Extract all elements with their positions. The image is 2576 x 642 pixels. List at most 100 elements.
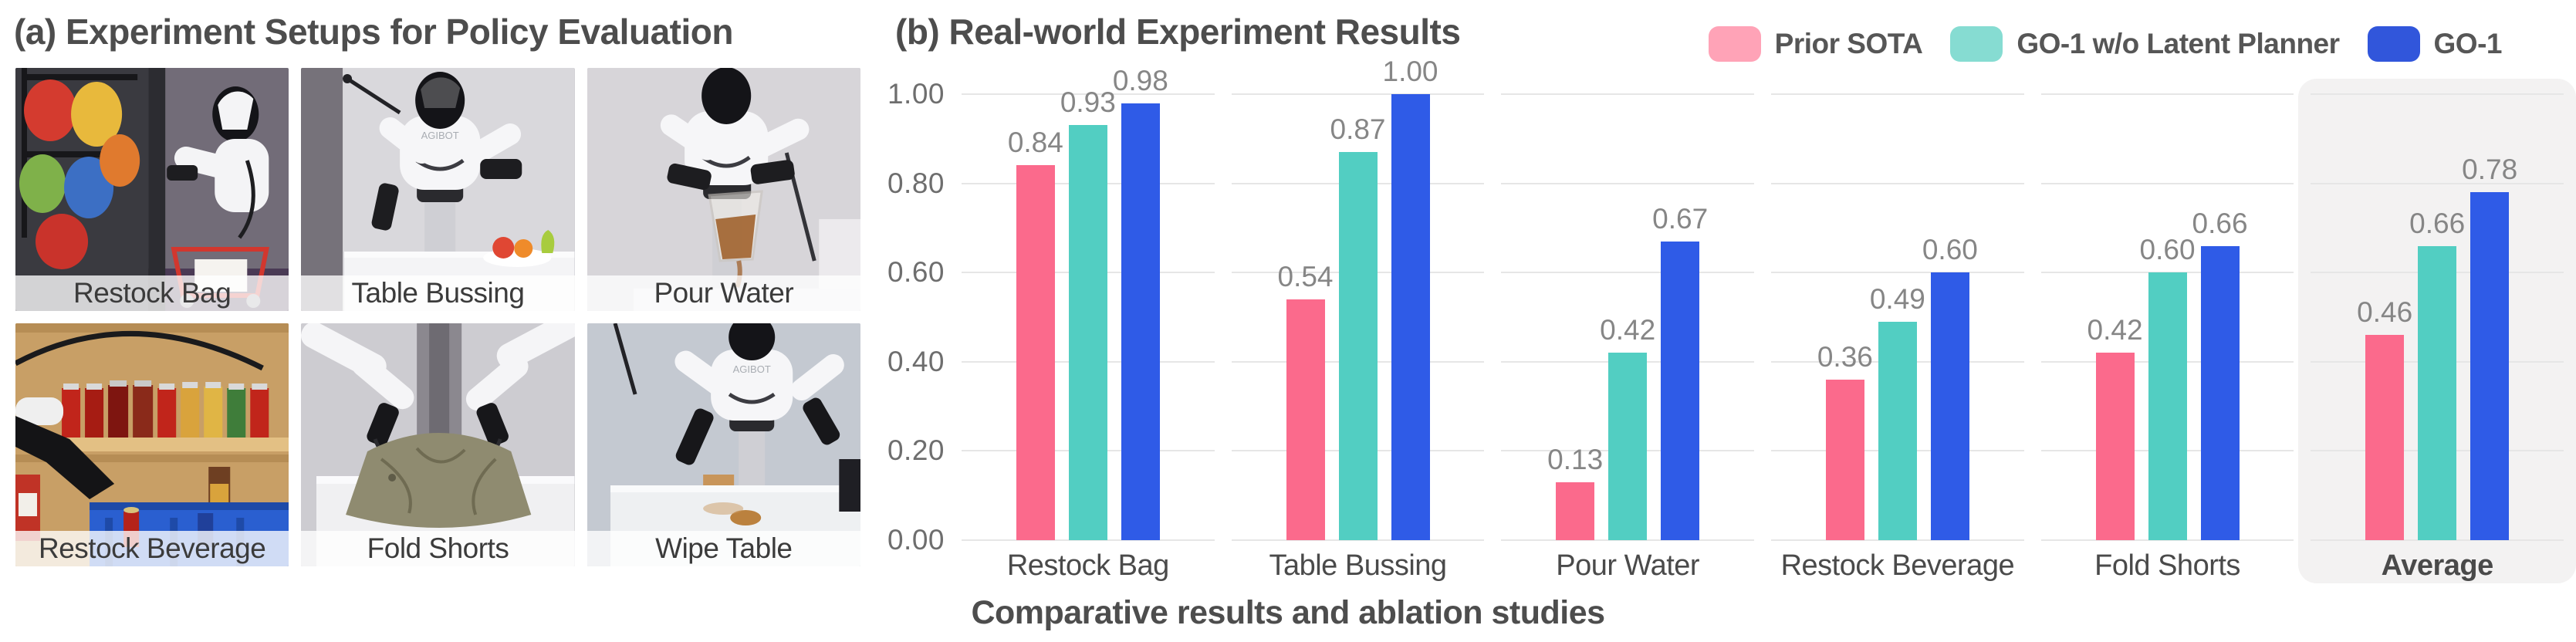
bar-go-1: 0.66 [2192,208,2248,540]
bar-value-label: 0.49 [1869,282,1925,315]
facet-table-bussing: 0.54 0.87 1.00 Table Bussing [1231,56,1485,582]
photo-fold-shorts: Fold Shorts [301,323,575,566]
bar-value-label: 0.46 [2357,296,2413,329]
figure-caption: Comparative results and ablation studies [971,594,1605,631]
bar-prior-sota: 0.46 [2357,296,2412,540]
photo-caption: Fold Shorts [301,531,575,566]
y-tick-label: 0.60 [887,256,945,289]
wipe-table-photo-illustration: AGIBOT [587,323,860,566]
pour-water-photo-illustration [587,68,860,311]
bar-go-1-w-o-latent-planner: 0.60 [2140,234,2196,540]
bar-value-label: 0.42 [2087,314,2143,346]
bar-value-label: 0.87 [1330,113,1386,146]
photo-caption: Wipe Table [587,531,860,566]
bar-go-1: 0.60 [1922,234,1978,540]
photo-pour-water: Pour Water [587,68,860,311]
bar-prior-sota: 0.54 [1277,261,1334,540]
y-tick-label: 0.20 [887,434,945,467]
fold-shorts-photo-illustration [301,323,575,566]
photo-restock-bag: Restock Bag [15,68,289,311]
gridline [2311,93,2564,95]
photo-restock-beverage: Restock Beverage [15,323,289,566]
gridline [1501,93,1755,95]
bar-value-label: 0.93 [1060,86,1116,119]
bar-group: 0.36 0.49 0.60 [1771,234,2024,540]
bar-go-1-w-o-latent-planner: 0.93 [1060,86,1116,540]
bar-value-label: 1.00 [1382,56,1438,87]
facet-average: 0.46 0.66 0.78 Average [2298,79,2576,583]
y-tick-label: 1.00 [887,78,945,110]
category-label: Restock Beverage [1780,549,2015,582]
bar-value-label: 0.60 [1922,234,1978,266]
legend-label: Prior SOTA [1774,28,1923,59]
bar-value-label: 0.78 [2462,154,2518,186]
bar-group: 0.13 0.42 0.67 [1501,203,1754,540]
gridline [2311,539,2564,541]
bar-value-label: 0.42 [1600,314,1656,346]
bar-go-1-w-o-latent-planner: 0.49 [1870,283,1925,540]
gridline [2040,182,2294,184]
category-label: Table Bussing [1269,549,1447,582]
photo-caption: Table Bussing [301,275,575,311]
gridline [1501,182,1755,184]
legend-item-go1-wo-latent-planner: GO-1 w/o Latent Planner [1950,26,2340,62]
gridline [2040,93,2294,95]
bar-go-1: 1.00 [1382,56,1438,540]
y-axis-tick-labels: 1.00 0.80 0.60 0.40 0.20 0.00 [849,78,945,556]
photo-caption: Restock Bag [15,275,289,311]
bar-prior-sota: 0.84 [1008,127,1063,540]
legend-swatch-pink [1708,26,1761,62]
bar-group: 0.84 0.93 0.98 [962,65,1215,540]
gridline [1771,182,2024,184]
bar-go-1-w-o-latent-planner: 0.87 [1330,113,1386,540]
bar-go-1: 0.98 [1113,65,1168,540]
gridline [1501,539,1755,541]
experiment-photo-grid: Restock Bag AGIBOT [15,68,860,566]
gridline [1231,93,1485,95]
bar-value-label: 0.66 [2409,207,2466,239]
bar-value-label: 0.13 [1547,443,1604,475]
legend-item-prior-sota: Prior SOTA [1708,26,1923,62]
bar-value-label: 0.98 [1112,64,1168,96]
bar-prior-sota: 0.42 [2088,314,2143,540]
table-bussing-photo-illustration: AGIBOT [301,68,575,311]
bar-group: 0.42 0.60 0.66 [2041,208,2294,540]
bar-prior-sota: 0.36 [1817,341,1873,540]
gridline [1771,93,2024,95]
bar-value-label: 0.60 [2139,234,2196,266]
gridline [2040,539,2294,541]
category-label: Fold Shorts [2094,549,2240,582]
restock-beverage-photo-illustration [15,323,289,566]
chart-legend: Prior SOTA GO-1 w/o Latent Planner GO-1 [1708,26,2503,62]
bar-go-1-w-o-latent-planner: 0.66 [2409,208,2465,540]
gridline [2040,272,2294,274]
bar-value-label: 0.67 [1652,202,1709,235]
category-label: Average [2381,549,2494,582]
bar-group: 0.46 0.66 0.78 [2311,154,2564,540]
gridline [1231,539,1485,541]
gridline [1771,272,2024,274]
gridline [962,93,1215,95]
bar-value-label: 0.66 [2192,207,2248,239]
panel-a-title: (a) Experiment Setups for Policy Evaluat… [14,12,733,52]
facet-restock-bag: 0.84 0.93 0.98 Restock Bag [962,65,1215,582]
y-tick-label: 0.40 [887,345,945,377]
bar-go-1: 0.67 [1652,203,1708,540]
gridline [1501,272,1755,274]
svg-text:AGIBOT: AGIBOT [732,363,770,375]
bar-go-1-w-o-latent-planner: 0.42 [1600,314,1655,540]
bar-go-1: 0.78 [2462,154,2517,540]
gridline [962,539,1215,541]
bar-prior-sota: 0.13 [1547,444,1603,540]
legend-label: GO-1 [2433,28,2503,59]
y-tick-label: 0.80 [887,167,945,199]
bar-chart-plot-area: 0.84 0.93 0.98 Restock Bag 0.54 0.87 1.00 Table… [962,56,2576,583]
gridline [1771,539,2024,541]
bar-value-label: 0.54 [1277,260,1334,292]
bar-value-label: 0.84 [1007,127,1063,159]
restock-bag-photo-illustration [15,68,289,311]
facet-restock-beverage: 0.36 0.49 0.60 Restock Beverage [1771,93,2024,582]
category-label: Restock Bag [1006,549,1169,582]
facet-fold-shorts: 0.42 0.60 0.66 Fold Shorts [2040,93,2294,582]
